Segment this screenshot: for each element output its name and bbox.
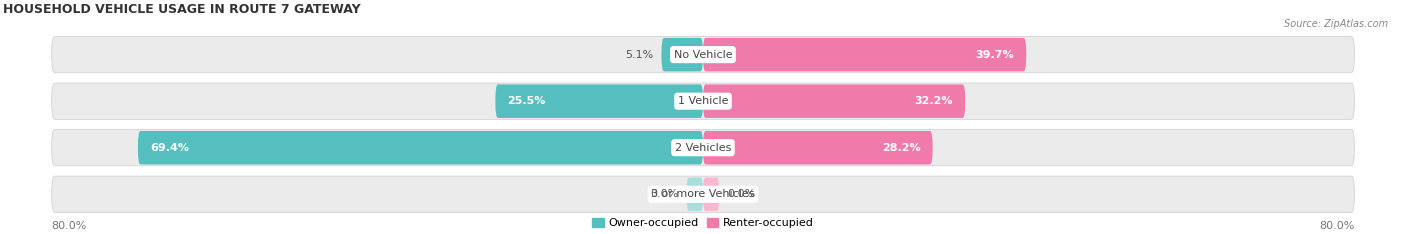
FancyBboxPatch shape: [686, 178, 703, 211]
Text: 0.0%: 0.0%: [727, 189, 755, 199]
Text: Source: ZipAtlas.com: Source: ZipAtlas.com: [1284, 19, 1388, 29]
Text: 5.1%: 5.1%: [626, 50, 654, 60]
FancyBboxPatch shape: [703, 131, 932, 165]
Text: 28.2%: 28.2%: [882, 143, 921, 153]
Text: 2 Vehicles: 2 Vehicles: [675, 143, 731, 153]
Text: 39.7%: 39.7%: [976, 50, 1014, 60]
FancyBboxPatch shape: [138, 131, 703, 165]
Text: HOUSEHOLD VEHICLE USAGE IN ROUTE 7 GATEWAY: HOUSEHOLD VEHICLE USAGE IN ROUTE 7 GATEW…: [3, 3, 360, 16]
Text: 1 Vehicle: 1 Vehicle: [678, 96, 728, 106]
FancyBboxPatch shape: [661, 38, 703, 71]
Text: 80.0%: 80.0%: [1319, 221, 1354, 231]
FancyBboxPatch shape: [52, 130, 1354, 166]
Text: 32.2%: 32.2%: [914, 96, 953, 106]
Text: 80.0%: 80.0%: [52, 221, 87, 231]
Legend: Owner-occupied, Renter-occupied: Owner-occupied, Renter-occupied: [588, 213, 818, 233]
FancyBboxPatch shape: [495, 84, 703, 118]
FancyBboxPatch shape: [703, 84, 965, 118]
Text: 69.4%: 69.4%: [150, 143, 190, 153]
Text: 3 or more Vehicles: 3 or more Vehicles: [651, 189, 755, 199]
Text: No Vehicle: No Vehicle: [673, 50, 733, 60]
FancyBboxPatch shape: [52, 83, 1354, 119]
Text: 0.0%: 0.0%: [651, 189, 679, 199]
FancyBboxPatch shape: [703, 178, 720, 211]
FancyBboxPatch shape: [52, 37, 1354, 73]
Text: 25.5%: 25.5%: [508, 96, 546, 106]
FancyBboxPatch shape: [703, 38, 1026, 71]
FancyBboxPatch shape: [52, 176, 1354, 212]
